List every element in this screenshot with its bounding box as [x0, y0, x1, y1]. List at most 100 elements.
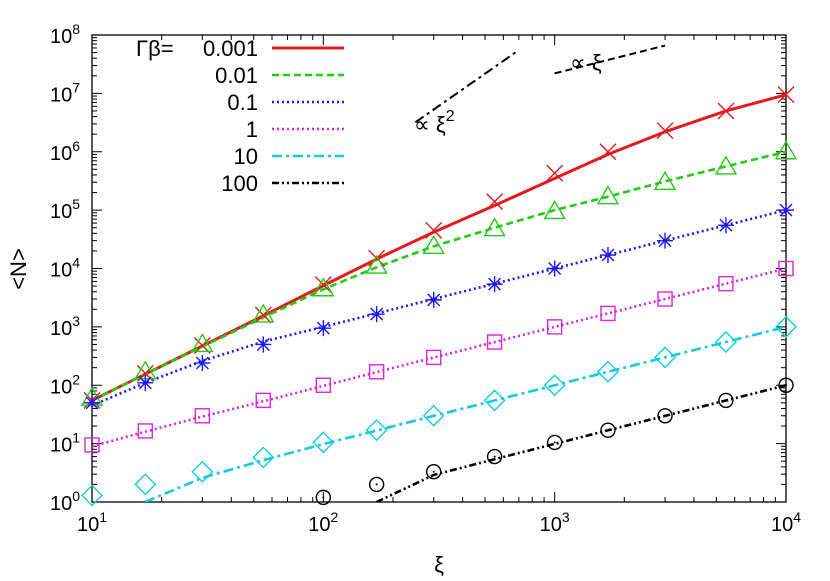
scaling-label-text: ∝ ξ: [570, 50, 602, 75]
data-point: [483, 389, 506, 412]
data-point: [546, 164, 564, 182]
axis-ticks: [91, 35, 787, 503]
data-point: [368, 306, 385, 323]
data-point: [596, 185, 620, 205]
y-tick-label: 108: [50, 21, 80, 48]
x-axis-title: ξ: [434, 552, 444, 577]
data-point: [191, 460, 214, 483]
data-point: [546, 434, 563, 451]
y-tick-label: 105: [50, 196, 80, 223]
tick-base: 10: [50, 435, 72, 457]
data-point: [194, 408, 211, 424]
tick-exponent: 4: [72, 255, 80, 271]
series-markers-0.01: [80, 140, 798, 406]
series-markers-0.1: [84, 202, 794, 411]
legend-label-0.01: 0.01: [215, 63, 258, 88]
tick-base: 10: [50, 376, 72, 398]
data-point: [599, 143, 617, 161]
tick-exponent: 8: [72, 21, 80, 37]
y-tick-label: 102: [50, 371, 80, 398]
data-point: [546, 260, 563, 277]
data-point: [778, 260, 794, 277]
scaling-guide-line: [554, 44, 666, 75]
data-point: [84, 394, 100, 411]
data-point: [486, 334, 503, 350]
series-lines: [92, 93, 786, 502]
tick-base: 10: [308, 514, 330, 536]
data-point: [194, 355, 211, 372]
data-point: [657, 291, 673, 307]
data-point: [596, 360, 619, 383]
y-axis-title: <N>: [6, 248, 31, 290]
legend-title: Γβ=: [136, 36, 174, 61]
legend-label-0.1: 0.1: [227, 90, 258, 115]
data-point: [546, 319, 563, 335]
tick-base: 10: [540, 514, 562, 536]
data-point-center: [493, 455, 496, 458]
data-point-center: [553, 441, 556, 444]
data-point: [312, 431, 335, 454]
data-point: [312, 277, 335, 297]
tick-exponent: 7: [72, 79, 80, 95]
data-point: [426, 464, 442, 480]
tick-exponent: 4: [793, 509, 801, 525]
data-point: [84, 437, 100, 453]
data-point: [774, 140, 798, 160]
data-point: [717, 102, 735, 120]
tick-exponent: 2: [331, 509, 339, 525]
data-point: [656, 122, 674, 140]
scaling-guide-line: [414, 49, 520, 124]
data-point: [778, 202, 794, 219]
series-markers-1: [84, 260, 794, 453]
series-markers: [80, 86, 798, 507]
data-point-center: [724, 399, 727, 402]
data-point-center: [432, 470, 435, 473]
data-point: [137, 374, 154, 391]
scaling-annotations: ∝ ξ2 ∝ ξ: [414, 44, 666, 137]
y-tick-label: 100: [50, 488, 80, 515]
data-point: [422, 234, 445, 255]
legend-label-0.001: 0.001: [203, 36, 258, 61]
series-line-1: [92, 267, 786, 448]
data-point: [654, 346, 677, 369]
data-point: [600, 305, 616, 322]
x-tick-label: 104: [771, 509, 801, 536]
tick-base: 10: [50, 84, 72, 106]
data-point: [255, 392, 271, 409]
data-point: [486, 276, 503, 293]
data-point: [717, 217, 734, 234]
data-point: [191, 333, 214, 353]
tick-base: 10: [50, 143, 72, 165]
data-point-center: [606, 429, 609, 432]
data-point: [368, 364, 385, 380]
tick-exponent: 1: [72, 430, 80, 446]
legend-label-100: 100: [221, 171, 258, 196]
series-line-0.01: [92, 150, 786, 402]
data-point: [714, 155, 738, 175]
data-point: [778, 377, 794, 393]
y-tick-label: 106: [50, 138, 80, 165]
data-point: [252, 303, 275, 323]
y-tick-label: 107: [50, 79, 80, 106]
data-point: [368, 249, 386, 267]
data-point: [426, 349, 442, 366]
series-markers-0.001: [83, 86, 795, 409]
x-tick-label: 103: [540, 509, 570, 536]
data-point: [254, 306, 272, 324]
data-point: [255, 336, 272, 353]
tick-base: 10: [50, 26, 72, 48]
data-point-center: [664, 414, 667, 417]
tick-base: 10: [77, 514, 99, 536]
scaling-label: ∝ ξ2: [414, 108, 455, 137]
legend-label-1: 1: [246, 117, 258, 142]
data-point: [657, 232, 674, 249]
tick-base: 10: [50, 260, 72, 282]
series-markers-10: [81, 315, 797, 507]
data-point-center: [375, 483, 378, 486]
data-point: [422, 404, 445, 427]
data-point: [543, 200, 566, 220]
y-tick-label: 101: [50, 430, 80, 457]
